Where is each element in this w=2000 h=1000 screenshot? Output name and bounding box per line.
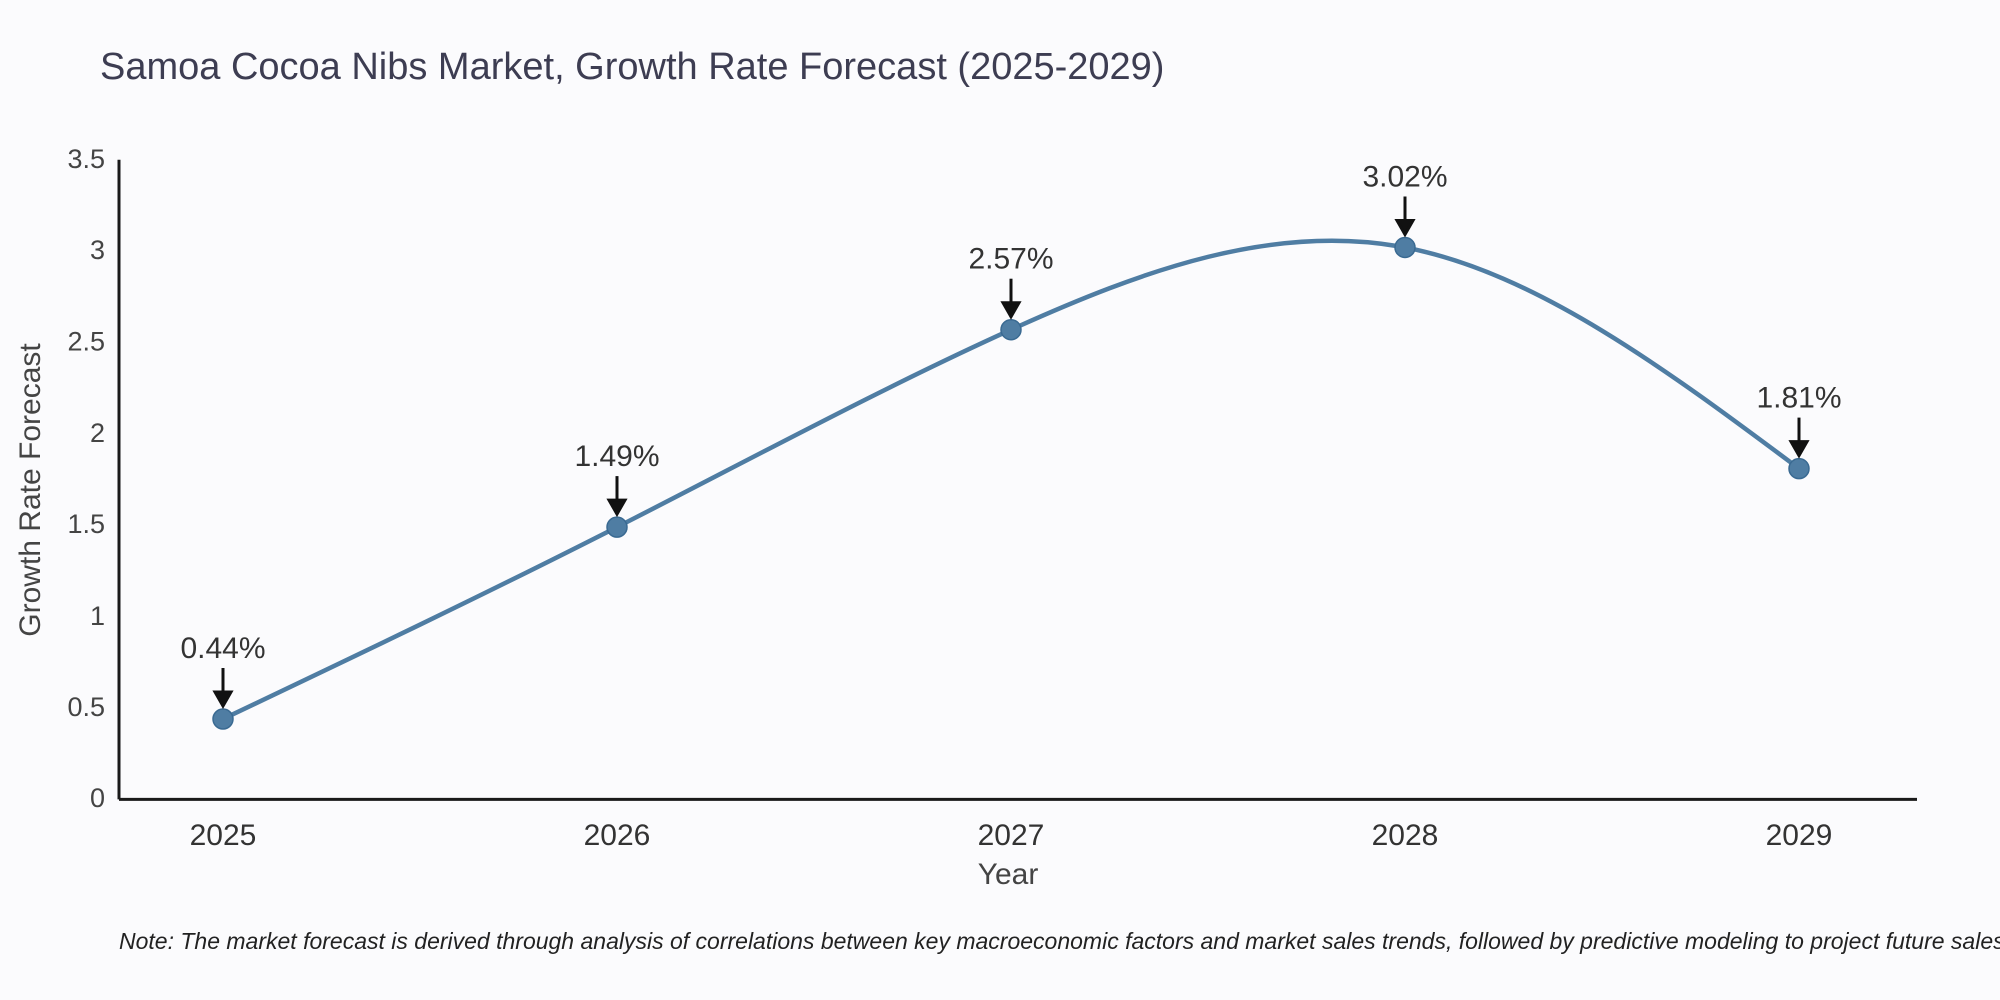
svg-text:2029: 2029	[1766, 819, 1833, 852]
svg-text:2: 2	[90, 418, 105, 448]
svg-text:0: 0	[90, 783, 105, 813]
svg-text:2027: 2027	[978, 819, 1045, 852]
svg-text:Year: Year	[978, 858, 1039, 891]
svg-text:0.5: 0.5	[67, 692, 105, 722]
svg-text:2026: 2026	[584, 819, 651, 852]
svg-text:1.49%: 1.49%	[574, 440, 659, 473]
svg-text:1.5: 1.5	[67, 509, 105, 539]
svg-text:Growth Rate Forecast: Growth Rate Forecast	[14, 343, 47, 637]
svg-text:1.81%: 1.81%	[1756, 382, 1841, 415]
svg-text:2025: 2025	[190, 819, 257, 852]
svg-text:1: 1	[90, 601, 105, 631]
svg-text:3.5: 3.5	[67, 144, 105, 174]
svg-text:3: 3	[90, 235, 105, 265]
svg-text:0.44%: 0.44%	[180, 632, 265, 665]
svg-text:3.02%: 3.02%	[1362, 161, 1447, 194]
svg-text:2028: 2028	[1372, 819, 1439, 852]
svg-text:2.57%: 2.57%	[968, 243, 1053, 276]
svg-text:Note: The market forecast is d: Note: The market forecast is derived thr…	[119, 928, 2000, 954]
svg-text:2.5: 2.5	[67, 327, 105, 357]
